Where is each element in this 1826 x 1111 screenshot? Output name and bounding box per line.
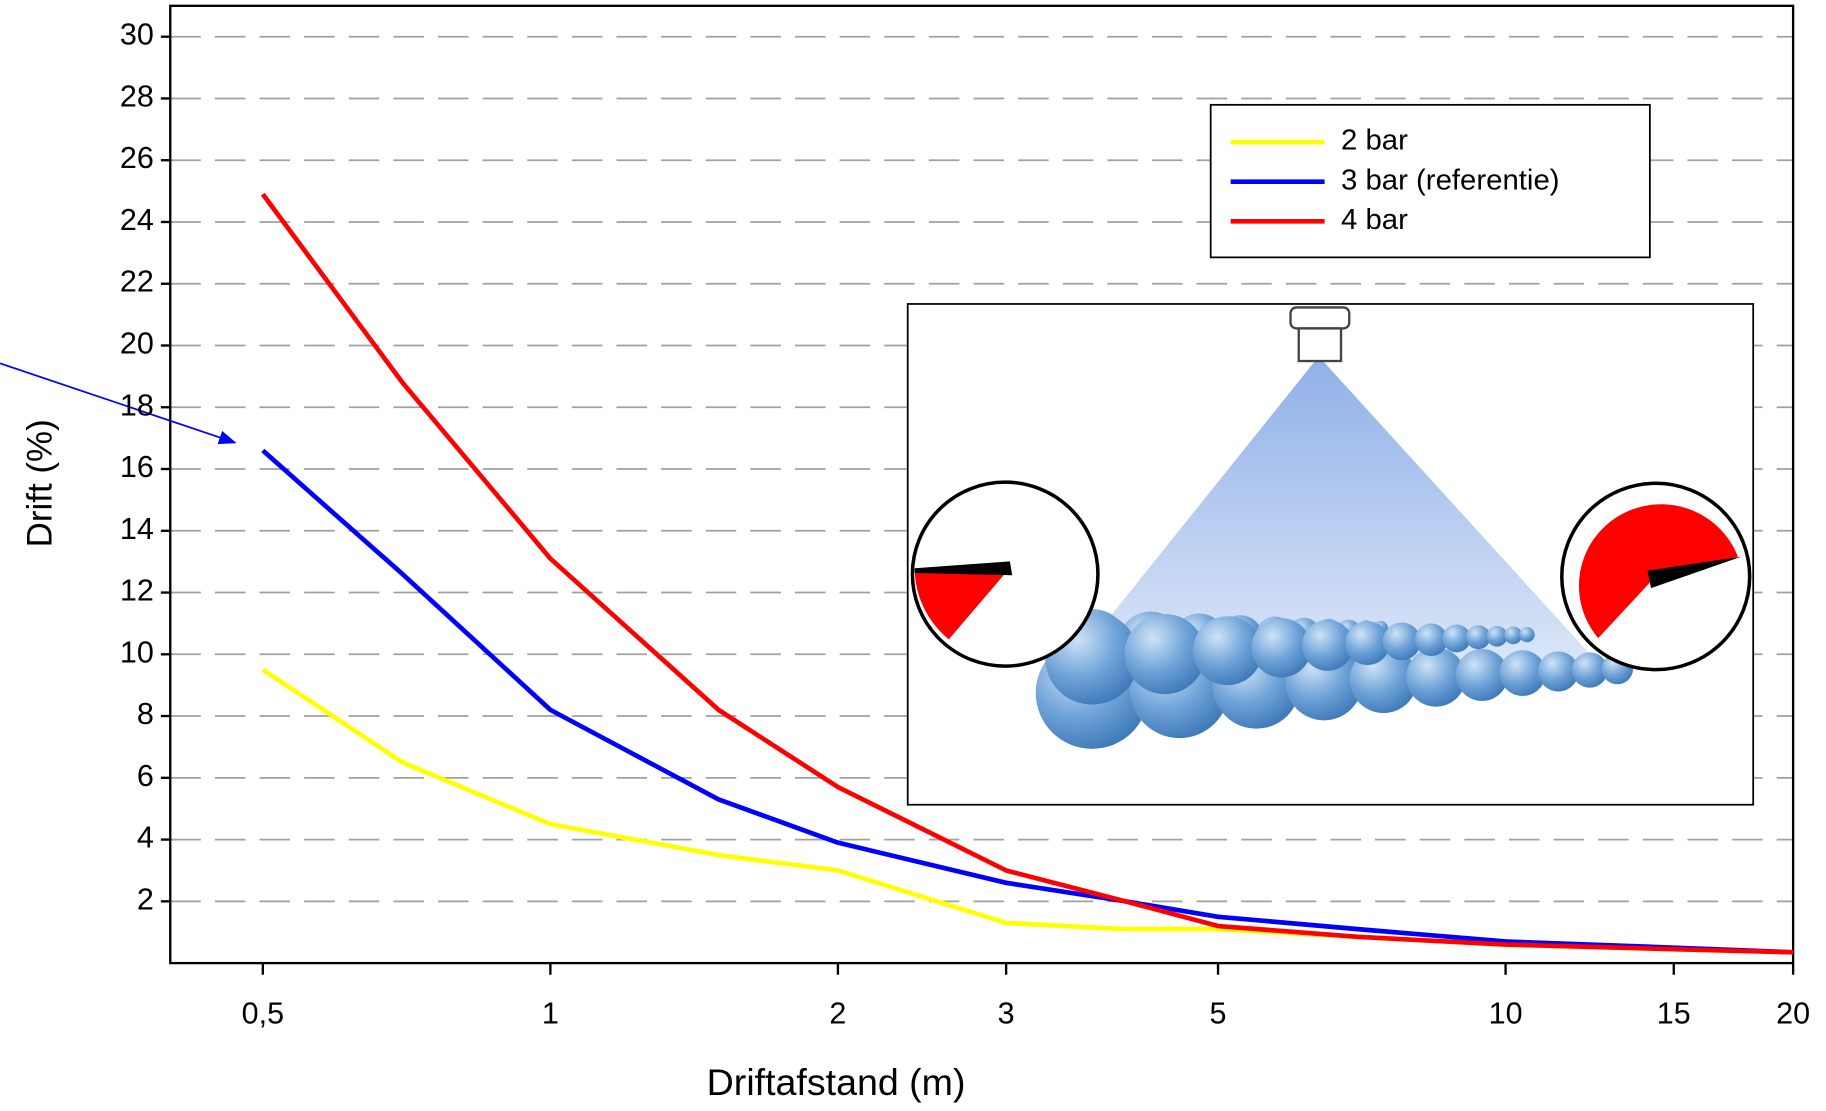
droplet <box>1345 621 1390 666</box>
droplet <box>1251 618 1312 678</box>
x-tick-label: 5 <box>1210 997 1227 1031</box>
y-tick-label: 22 <box>120 265 154 299</box>
legend-label: 2 bar <box>1341 125 1408 157</box>
y-tick-label: 2 <box>137 882 154 916</box>
droplet <box>1442 624 1471 653</box>
y-tick-label: 14 <box>120 512 154 546</box>
y-tick-label: 20 <box>120 327 154 361</box>
droplet <box>1455 648 1509 701</box>
nozzle-illustration <box>906 303 1755 806</box>
dial-right-needle <box>1647 556 1742 589</box>
y-tick-label: 8 <box>137 697 154 731</box>
nozzle-body <box>1297 327 1343 363</box>
droplet <box>1504 626 1523 645</box>
droplet <box>1466 625 1491 650</box>
x-tick-label: 15 <box>1657 997 1691 1031</box>
droplet <box>1571 652 1608 688</box>
droplet <box>1124 614 1206 695</box>
x-tick-label: 20 <box>1776 997 1810 1031</box>
droplet <box>1519 626 1535 643</box>
annotation-arrow <box>0 362 237 445</box>
y-tick-label: 4 <box>137 821 154 855</box>
x-tick-label: 0,5 <box>242 997 284 1031</box>
y-tick-label: 28 <box>120 80 154 114</box>
y-tick-label: 10 <box>120 635 154 669</box>
series-line <box>261 448 1794 955</box>
x-tick-label: 1 <box>542 997 559 1031</box>
y-axis-label: Drift (%) <box>20 419 59 547</box>
droplet <box>1499 650 1546 696</box>
legend-label: 3 bar (referentie) <box>1341 164 1560 196</box>
dial-left-needle <box>914 561 1013 576</box>
y-tick-label: 26 <box>120 141 154 175</box>
droplet <box>1414 623 1448 656</box>
y-tick-label: 18 <box>120 388 154 422</box>
series-group <box>260 192 1794 955</box>
droplet <box>1406 647 1466 707</box>
x-axis-label: Driftafstand (m) <box>707 1061 966 1103</box>
x-tick-label: 3 <box>998 997 1015 1031</box>
y-tick-label: 24 <box>120 203 154 237</box>
spray-cone <box>1086 356 1615 682</box>
y-tick-label: 30 <box>120 18 154 52</box>
droplet <box>1192 616 1263 686</box>
droplet <box>1486 625 1508 647</box>
y-tick-label: 16 <box>120 450 154 484</box>
x-tick-label: 10 <box>1489 997 1523 1031</box>
x-tick-label: 2 <box>829 997 846 1031</box>
droplet <box>1538 651 1579 692</box>
legend: 2 bar 3 bar (referentie) 4 bar <box>1209 103 1651 259</box>
series-line <box>260 192 1794 955</box>
droplet <box>1382 622 1421 661</box>
plot-frame <box>169 4 1795 965</box>
droplet <box>1301 619 1354 671</box>
dial-left-sector <box>914 570 1008 640</box>
nozzle-top <box>1289 306 1351 330</box>
y-tick-label: 6 <box>137 759 154 793</box>
y-tick-label: 12 <box>120 574 154 608</box>
legend-label: 4 bar <box>1341 204 1408 236</box>
